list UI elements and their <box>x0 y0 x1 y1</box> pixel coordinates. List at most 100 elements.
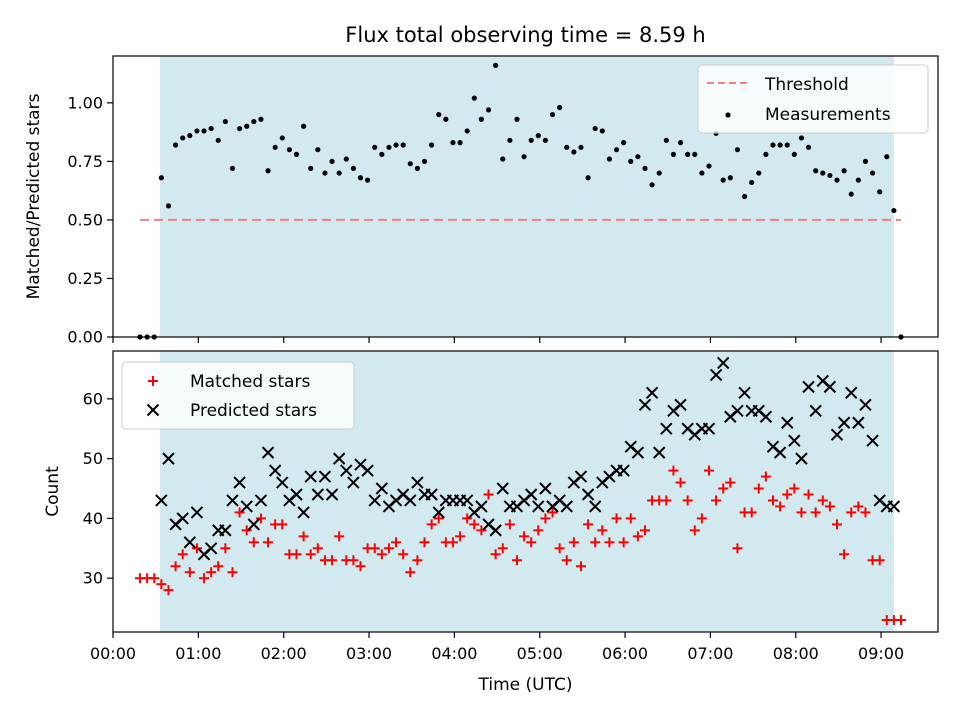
measurement-point <box>784 142 790 148</box>
measurement-point <box>649 182 655 188</box>
measurement-point <box>884 154 890 160</box>
measurement-point <box>749 179 755 186</box>
predicted-point <box>340 464 353 477</box>
matched-point <box>703 465 714 476</box>
predicted-point <box>731 404 744 417</box>
matched-point <box>839 549 850 560</box>
measurement-point <box>180 135 186 141</box>
predicted-point <box>219 524 232 537</box>
matched-point <box>782 489 793 500</box>
measurement-point <box>322 170 328 176</box>
predicted-point <box>432 506 445 519</box>
predicted-point <box>837 416 851 429</box>
matched-point <box>355 561 366 572</box>
measurement-point <box>571 149 577 155</box>
measurement-point <box>478 116 485 122</box>
measurement-point <box>507 137 513 143</box>
measurement-point <box>407 161 413 167</box>
matched-point <box>348 555 359 566</box>
matched-point <box>490 549 501 560</box>
predicted-point <box>631 446 645 459</box>
matched-point <box>504 519 515 530</box>
matched-point <box>263 537 274 548</box>
predicted-point <box>660 422 673 435</box>
measurement-point <box>229 165 236 171</box>
measurement-point <box>357 175 364 181</box>
measurement-point <box>244 123 250 129</box>
measurement-point <box>834 177 840 183</box>
measurement-point <box>514 116 520 122</box>
measurement-point <box>343 156 349 162</box>
predicted-point <box>297 506 310 519</box>
predicted-point <box>247 518 261 531</box>
predicted-point <box>866 434 879 447</box>
matched-point <box>191 543 202 554</box>
matched-point <box>583 519 594 530</box>
measurement-point <box>770 142 776 148</box>
matched-point <box>682 495 693 506</box>
predicted-point <box>311 488 325 501</box>
matched-point <box>298 531 309 542</box>
measurement-point <box>798 135 805 141</box>
matched-point <box>597 525 608 536</box>
matched-point <box>305 549 316 560</box>
top-panel: 0.00 0.25 0.50 0.75 1.00 Matched/Predicted s… <box>24 55 939 347</box>
measurement-point <box>656 170 662 176</box>
matched-point <box>618 537 629 548</box>
predicted-point <box>290 488 303 501</box>
measurement-point <box>365 177 371 183</box>
predicted-point <box>788 434 801 447</box>
measurement-point <box>820 170 826 176</box>
predicted-point <box>674 398 687 412</box>
predicted-point <box>652 446 666 459</box>
predicted-point <box>524 488 538 501</box>
matched-point <box>575 561 586 572</box>
bottom-y-tick-label: 50 <box>83 449 103 468</box>
matched-point <box>149 573 160 584</box>
measurement-point <box>763 151 769 157</box>
predicted-point <box>617 464 630 477</box>
matched-point <box>604 537 615 548</box>
matched-point <box>255 513 266 524</box>
predicted-point <box>155 494 168 507</box>
x-tick-label: 08:00 <box>773 644 819 663</box>
measurement-point <box>215 137 221 143</box>
matched-point <box>625 513 636 524</box>
matched-point <box>177 549 188 560</box>
measurement-point <box>528 137 534 143</box>
matched-point <box>447 537 458 548</box>
matched-point <box>718 483 729 494</box>
matched-point <box>248 537 259 548</box>
predicted-point <box>368 494 381 507</box>
measurement-point <box>756 170 762 176</box>
measurement-point <box>777 142 783 148</box>
measurement-point <box>158 175 164 181</box>
measurement-point <box>236 125 243 132</box>
bottom-y-axis-label: Count <box>43 466 63 517</box>
measurement-point <box>585 175 591 181</box>
bottom-y-tick-label: 40 <box>83 509 103 528</box>
matched-point <box>156 579 167 590</box>
measurement-point <box>187 133 193 139</box>
measurement-point <box>265 168 271 174</box>
matched-point <box>497 543 508 554</box>
predicted-point <box>425 488 438 501</box>
matched-point <box>334 531 345 542</box>
matched-point <box>476 525 487 536</box>
predicted-point <box>261 446 275 459</box>
matched-point <box>760 471 771 482</box>
predicted-point <box>404 494 417 507</box>
measurement-point <box>805 144 812 150</box>
predicted-point <box>254 494 268 507</box>
top-legend: Threshold Measurements <box>697 64 929 134</box>
bottom-legend-box <box>121 361 355 430</box>
top-y-tick-label: 1.00 <box>67 93 103 112</box>
matched-point <box>455 531 466 542</box>
matched-point <box>689 525 700 536</box>
matched-point <box>533 525 544 536</box>
measurement-point <box>286 147 292 153</box>
measurement-point <box>329 158 335 164</box>
chart-title: Flux total observing time = 8.59 h <box>345 23 705 47</box>
predicted-point <box>325 488 339 501</box>
